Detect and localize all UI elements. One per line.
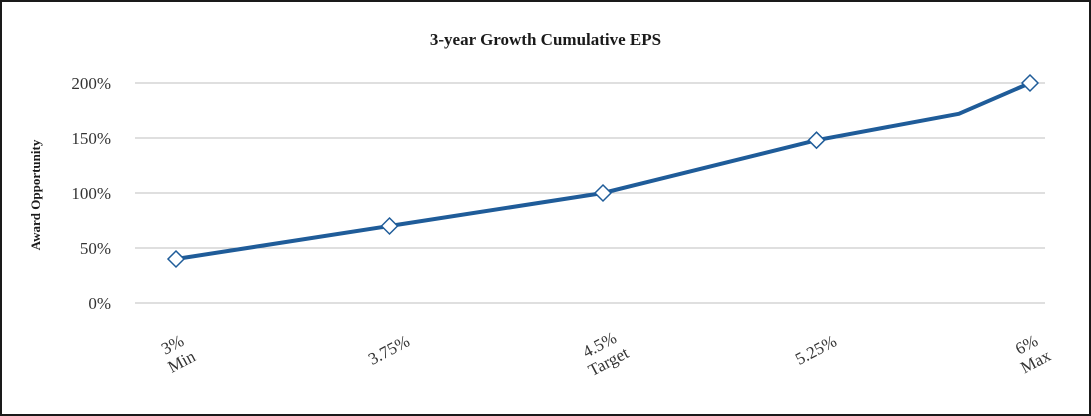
y-tick-label: 0%: [88, 294, 111, 313]
y-axis-ticks: 0% 50% 100% 150% 200%: [71, 74, 111, 313]
x-tick-label: 4.5%Target: [576, 326, 633, 380]
svg-text:5.25%: 5.25%: [792, 331, 840, 368]
data-point-marker: [166, 249, 186, 269]
y-tick-label: 100%: [71, 184, 111, 203]
data-point-marker: [1020, 73, 1040, 93]
x-tick-label: 5.25%: [792, 331, 840, 368]
data-point-marker: [380, 216, 399, 236]
y-axis-label: Award Opportunity: [28, 139, 43, 250]
svg-text:3%Min: 3%Min: [156, 330, 199, 377]
svg-text:3.75%: 3.75%: [365, 331, 413, 368]
data-point-marker: [593, 183, 613, 203]
x-tick-label: 6%Max: [1008, 329, 1054, 377]
series-layer: [166, 73, 1040, 269]
series-line: [174, 81, 1032, 261]
y-tick-label: 50%: [80, 239, 111, 258]
svg-text:4.5%Target: 4.5%Target: [576, 326, 632, 380]
x-axis-ticks: 3%Min 3.75% 4.5%Target 5.25% 6%Max: [156, 326, 1054, 380]
chart-title: 3-year Growth Cumulative EPS: [429, 30, 662, 49]
x-tick-label: 3%Min: [156, 330, 199, 377]
data-point-marker: [807, 131, 826, 150]
svg-text:6%Max: 6%Max: [1008, 329, 1054, 377]
x-tick-label: 3.75%: [365, 331, 413, 368]
y-tick-label: 200%: [71, 74, 111, 93]
y-tick-label: 150%: [71, 129, 111, 148]
